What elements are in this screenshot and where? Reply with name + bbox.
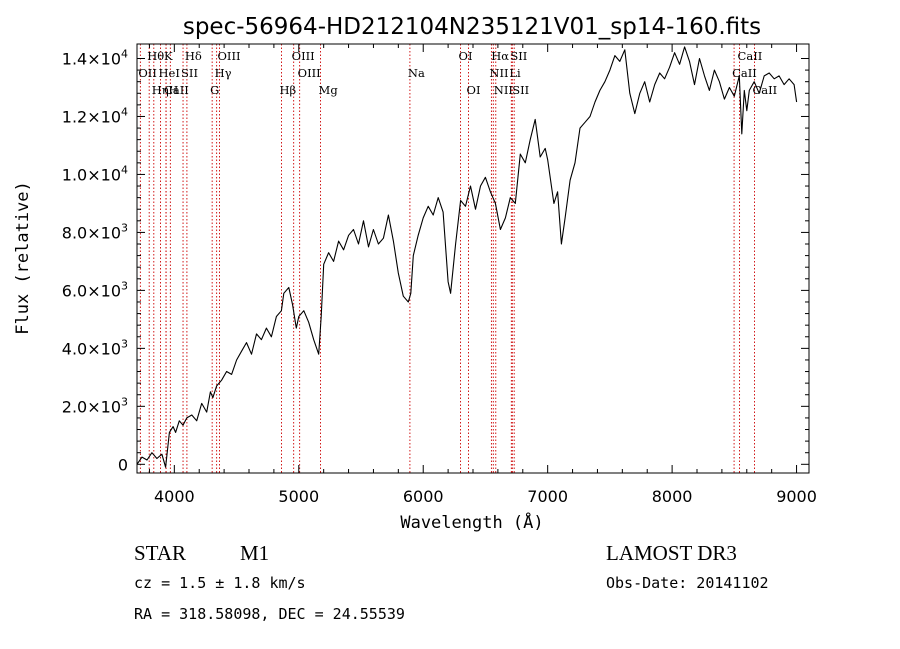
- spectrum-line: [136, 46, 798, 468]
- emission-line-label: CaII: [752, 83, 777, 97]
- y-tick-exponent: 3: [121, 221, 128, 234]
- y-tick-exponent: 3: [121, 337, 128, 350]
- emission-line-label: SII: [512, 83, 529, 97]
- emission-line-label: OI: [467, 83, 481, 97]
- emission-line-label: Na: [408, 66, 425, 80]
- y-tick-exponent: 3: [121, 395, 128, 408]
- plot-frame: [136, 43, 810, 474]
- emission-line-label: OII: [138, 66, 157, 80]
- emission-line-label: NII: [489, 66, 508, 80]
- axis-ticks: 4000 5000 6000 7000 8000 900002.0×1034.0×1036…: [62, 44, 817, 506]
- y-tick-mantissa: 8.0×10: [62, 223, 121, 242]
- y-tick-label: 1.2×104: [62, 105, 128, 126]
- x-tick-label: 5000: [278, 487, 319, 506]
- y-tick-mantissa: 1.4×10: [62, 49, 121, 68]
- x-tick-label: 6000: [403, 487, 444, 506]
- emission-line-label: CaII: [738, 49, 763, 63]
- emission-line-markers: [139, 44, 755, 473]
- y-tick-label: 8.0×103: [62, 221, 128, 242]
- emission-line-label: G: [210, 83, 219, 97]
- emission-line-label: Hη: [152, 83, 169, 97]
- y-tick-mantissa: 1.2×10: [62, 107, 121, 126]
- emission-line-label: Hδ: [185, 49, 202, 63]
- survey-name: LAMOST DR3: [606, 541, 737, 565]
- emission-line-label: OIII: [218, 49, 241, 63]
- y-tick-label: 0: [118, 455, 128, 474]
- emission-line-label: Hθ: [147, 49, 164, 63]
- emission-line-label: SII: [510, 49, 527, 63]
- emission-line-label: Hγ: [215, 66, 232, 80]
- emission-line-label: Hβ: [279, 83, 296, 97]
- emission-line-label: K: [164, 49, 173, 63]
- emission-line-label: OI: [459, 49, 473, 63]
- redshift-readout: cz = 1.5 ± 1.8 km/s: [134, 574, 306, 592]
- emission-line-label: Hα: [491, 49, 509, 63]
- y-tick-mantissa: 2.0×10: [62, 397, 121, 416]
- y-tick-exponent: 4: [121, 47, 128, 60]
- y-tick-exponent: 3: [121, 279, 128, 292]
- y-tick-mantissa: 6.0×10: [62, 281, 121, 300]
- coordinates-readout: RA = 318.58098, DEC = 24.55539: [134, 605, 405, 623]
- y-tick-exponent: 4: [121, 105, 128, 118]
- y-tick-exponent: 4: [121, 163, 128, 176]
- x-tick-label: 4000: [154, 487, 195, 506]
- x-axis-label: Wavelength (Å): [400, 511, 543, 533]
- observation-date: Obs-Date: 20141102: [606, 574, 769, 592]
- object-subclass: M1: [240, 541, 269, 565]
- chart-title: spec-56964-HD212104N235121V01_sp14-160.f…: [183, 14, 761, 40]
- y-axis-label: Flux (relative): [13, 181, 33, 335]
- y-tick-label: 4.0×103: [62, 337, 128, 358]
- x-tick-label: 8000: [652, 487, 693, 506]
- emission-line-label: CaII: [164, 83, 189, 97]
- emission-line-label: CaII: [732, 66, 757, 80]
- x-tick-label: 9000: [776, 487, 817, 506]
- emission-line-label: NII: [494, 83, 513, 97]
- y-tick-mantissa: 0: [118, 455, 128, 474]
- y-tick-label: 6.0×103: [62, 279, 128, 300]
- y-tick-mantissa: 4.0×10: [62, 339, 121, 358]
- emission-line-label: OIII: [298, 66, 321, 80]
- emission-line-label: OIII: [292, 49, 315, 63]
- y-tick-label: 2.0×103: [62, 395, 128, 416]
- emission-line-label: H: [168, 83, 178, 97]
- spectrum-series: [136, 46, 798, 468]
- emission-line-label: Mg: [319, 83, 339, 97]
- emission-line-label: HeI: [159, 66, 180, 80]
- emission-line-label: Li: [509, 66, 521, 80]
- y-tick-label: 1.4×104: [62, 47, 128, 68]
- y-tick-label: 1.0×104: [62, 163, 128, 184]
- emission-line-label: SII: [181, 66, 198, 80]
- object-class: STAR: [134, 541, 186, 565]
- x-tick-label: 7000: [527, 487, 568, 506]
- y-tick-mantissa: 1.0×10: [62, 165, 121, 184]
